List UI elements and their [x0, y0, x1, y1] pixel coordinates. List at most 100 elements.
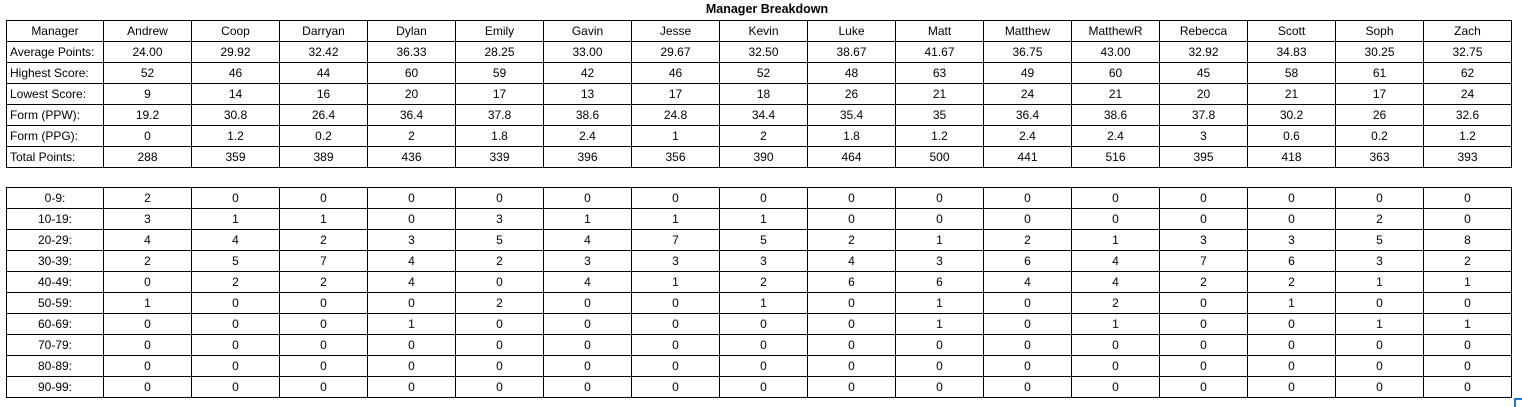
bucket-count-cell[interactable]: 0 [719, 334, 808, 356]
stat-value-cell[interactable]: 436 [367, 146, 456, 168]
bucket-count-cell[interactable]: 0 [1335, 187, 1424, 209]
bucket-count-cell[interactable]: 1 [1071, 229, 1160, 251]
stat-value-cell[interactable]: 37.8 [1159, 104, 1248, 126]
bucket-count-cell[interactable]: 0 [983, 334, 1072, 356]
bucket-count-cell[interactable]: 0 [191, 187, 280, 209]
stat-value-cell[interactable]: 1.2 [1423, 125, 1512, 147]
bucket-count-cell[interactable]: 0 [1423, 187, 1512, 209]
stat-value-cell[interactable]: 60 [1071, 62, 1160, 84]
stat-value-cell[interactable]: 2 [367, 125, 456, 147]
bucket-count-cell[interactable]: 1 [719, 208, 808, 230]
bucket-count-cell[interactable]: 0 [191, 355, 280, 377]
stat-value-cell[interactable]: 30.8 [191, 104, 280, 126]
stat-value-cell[interactable]: 34.4 [719, 104, 808, 126]
bucket-count-cell[interactable]: 0 [983, 292, 1072, 314]
stat-value-cell[interactable]: 62 [1423, 62, 1512, 84]
bucket-count-cell[interactable]: 4 [983, 271, 1072, 293]
bucket-count-cell[interactable]: 3 [103, 208, 192, 230]
bucket-count-cell[interactable]: 7 [279, 250, 368, 272]
stat-value-cell[interactable]: 36.33 [367, 41, 456, 63]
stat-value-cell[interactable]: 36.4 [983, 104, 1072, 126]
stat-value-cell[interactable]: 17 [631, 83, 720, 105]
bucket-count-cell[interactable]: 0 [1423, 208, 1512, 230]
bucket-count-cell[interactable]: 4 [543, 271, 632, 293]
stat-value-cell[interactable]: 288 [103, 146, 192, 168]
stat-value-cell[interactable]: 26 [1335, 104, 1424, 126]
bucket-count-cell[interactable]: 0 [103, 313, 192, 335]
bucket-count-cell[interactable]: 3 [455, 208, 544, 230]
bucket-count-cell[interactable]: 5 [455, 229, 544, 251]
stat-value-cell[interactable]: 356 [631, 146, 720, 168]
bucket-count-cell[interactable]: 0 [191, 334, 280, 356]
bucket-count-cell[interactable]: 3 [1335, 250, 1424, 272]
stat-value-cell[interactable]: 43.00 [1071, 41, 1160, 63]
bucket-count-cell[interactable]: 0 [983, 187, 1072, 209]
stat-value-cell[interactable]: 441 [983, 146, 1072, 168]
bucket-count-cell[interactable]: 2 [279, 229, 368, 251]
stat-value-cell[interactable]: 17 [455, 83, 544, 105]
bucket-count-cell[interactable]: 0 [983, 355, 1072, 377]
bucket-count-cell[interactable]: 0 [543, 376, 632, 398]
bucket-count-cell[interactable]: 4 [1071, 271, 1160, 293]
manager-header-cell[interactable]: Soph [1335, 20, 1424, 42]
bucket-count-cell[interactable]: 6 [1247, 250, 1336, 272]
manager-header-cell[interactable]: Scott [1247, 20, 1336, 42]
manager-header-cell[interactable]: MatthewR [1071, 20, 1160, 42]
bucket-count-cell[interactable]: 0 [279, 313, 368, 335]
bucket-count-cell[interactable]: 1 [1071, 313, 1160, 335]
stat-value-cell[interactable]: 390 [719, 146, 808, 168]
manager-header-cell[interactable]: Andrew [103, 20, 192, 42]
bucket-count-cell[interactable]: 1 [543, 208, 632, 230]
stat-label-cell[interactable]: Highest Score: [6, 62, 104, 84]
bucket-count-cell[interactable]: 0 [631, 355, 720, 377]
bucket-count-cell[interactable]: 0 [543, 313, 632, 335]
stat-value-cell[interactable]: 393 [1423, 146, 1512, 168]
manager-header-cell[interactable]: Coop [191, 20, 280, 42]
stat-value-cell[interactable]: 389 [279, 146, 368, 168]
manager-header-cell[interactable]: Luke [807, 20, 896, 42]
bucket-label-cell[interactable]: 70-79: [6, 334, 104, 356]
stat-value-cell[interactable]: 32.75 [1423, 41, 1512, 63]
stat-value-cell[interactable]: 32.6 [1423, 104, 1512, 126]
bucket-count-cell[interactable]: 0 [367, 187, 456, 209]
bucket-count-cell[interactable]: 0 [895, 187, 984, 209]
bucket-count-cell[interactable]: 7 [1159, 250, 1248, 272]
stat-value-cell[interactable]: 339 [455, 146, 544, 168]
bucket-count-cell[interactable]: 2 [1159, 271, 1248, 293]
bucket-count-cell[interactable]: 0 [1071, 208, 1160, 230]
bucket-count-cell[interactable]: 0 [983, 313, 1072, 335]
bucket-count-cell[interactable]: 0 [1247, 355, 1336, 377]
stat-value-cell[interactable]: 395 [1159, 146, 1248, 168]
stat-value-cell[interactable]: 21 [895, 83, 984, 105]
bucket-count-cell[interactable]: 0 [279, 187, 368, 209]
stat-value-cell[interactable]: 38.6 [543, 104, 632, 126]
bucket-count-cell[interactable]: 0 [631, 334, 720, 356]
bucket-count-cell[interactable]: 2 [191, 271, 280, 293]
bucket-count-cell[interactable]: 3 [1247, 229, 1336, 251]
stat-value-cell[interactable]: 2.4 [543, 125, 632, 147]
bucket-label-cell[interactable]: 90-99: [6, 376, 104, 398]
stat-value-cell[interactable]: 42 [543, 62, 632, 84]
bucket-count-cell[interactable]: 0 [1423, 355, 1512, 377]
bucket-count-cell[interactable]: 0 [1159, 376, 1248, 398]
bucket-count-cell[interactable]: 2 [279, 271, 368, 293]
bucket-count-cell[interactable]: 4 [543, 229, 632, 251]
stat-value-cell[interactable]: 60 [367, 62, 456, 84]
stat-value-cell[interactable]: 9 [103, 83, 192, 105]
bucket-count-cell[interactable]: 0 [719, 187, 808, 209]
bucket-count-cell[interactable]: 0 [1159, 292, 1248, 314]
bucket-count-cell[interactable]: 2 [1423, 250, 1512, 272]
manager-header-cell[interactable]: Kevin [719, 20, 808, 42]
bucket-count-cell[interactable]: 0 [455, 355, 544, 377]
bucket-count-cell[interactable]: 0 [631, 292, 720, 314]
bucket-count-cell[interactable]: 1 [631, 271, 720, 293]
bucket-count-cell[interactable]: 0 [1071, 334, 1160, 356]
stat-value-cell[interactable]: 2 [719, 125, 808, 147]
stat-label-cell[interactable]: Average Points: [6, 41, 104, 63]
stat-value-cell[interactable]: 516 [1071, 146, 1160, 168]
stat-value-cell[interactable]: 21 [1247, 83, 1336, 105]
bucket-count-cell[interactable]: 1 [1247, 292, 1336, 314]
bucket-count-cell[interactable]: 2 [807, 229, 896, 251]
stat-value-cell[interactable]: 1.8 [807, 125, 896, 147]
stat-value-cell[interactable]: 32.92 [1159, 41, 1248, 63]
